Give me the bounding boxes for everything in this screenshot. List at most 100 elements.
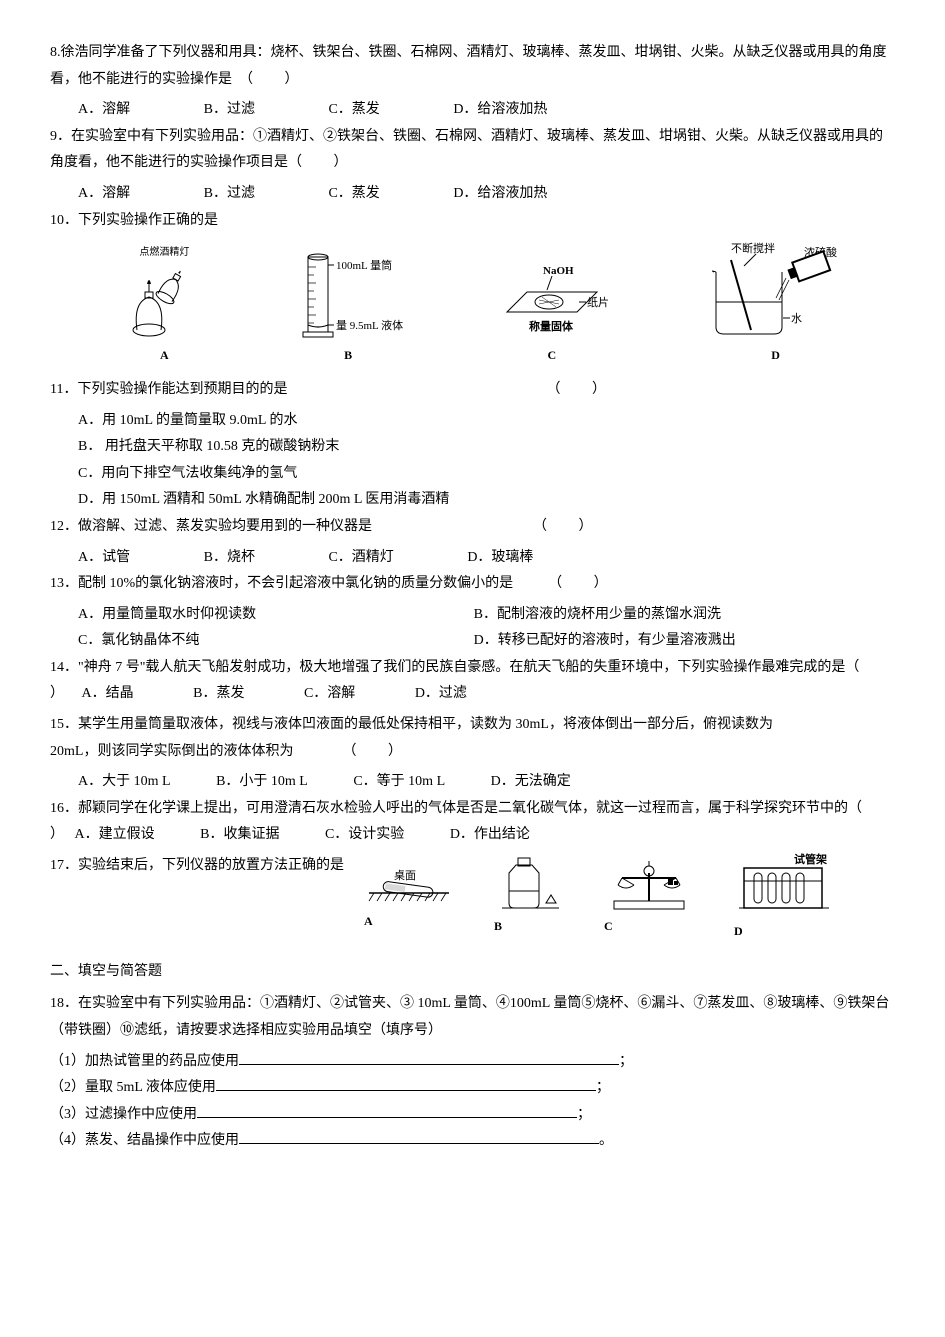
- test-tube-lying-icon: 桌面: [364, 853, 454, 908]
- q17-label-c: C: [604, 915, 694, 938]
- q18-sub3-label: （3）过滤操作中应使用: [50, 1107, 197, 1122]
- q10-fig-a: 点燃酒精灯 A: [119, 243, 209, 367]
- q17-label-d: D: [734, 920, 834, 943]
- q11-opt-b: B． 用托盘天平称取 10.58 克的碳酸钠粉末: [78, 434, 895, 461]
- q17-fig-d: 试管架 D: [734, 853, 834, 943]
- q12-opt-d: D．玻璃棒: [467, 545, 533, 572]
- q14-opt-a: A．结晶: [82, 686, 134, 701]
- q17-fig-b: B: [494, 853, 564, 943]
- q16-opt-d: D．作出结论: [450, 827, 530, 842]
- q18-sub4-label: （4）蒸发、结晶操作中应使用: [50, 1133, 239, 1148]
- question-17: 17．实验结束后，下列仪器的放置方法正确的是 桌面 A: [50, 853, 895, 943]
- svg-text:水: 水: [791, 312, 802, 325]
- q15-options: A．大于 10m L B．小于 10m L C．等于 10m L D．无法确定: [78, 769, 895, 796]
- q13-options: A．用量筒量取水时仰视读数 B．配制溶液的烧杯用少量的蒸馏水润洗 C．氯化钠晶体…: [78, 602, 895, 655]
- q11-options: A．用 10mL 的量筒量取 9.0mL 的水 B． 用托盘天平称取 10.58…: [78, 408, 895, 514]
- q18-text: 18．在实验室中有下列实验用品：①酒精灯、②试管夹、③ 10mL 量筒、④100…: [50, 996, 889, 1038]
- q17-label-b: B: [494, 915, 564, 938]
- q18-tail-3: ；: [577, 1107, 591, 1122]
- blank-4[interactable]: [239, 1143, 599, 1144]
- q10-fig-d: 不断搅拌 浓硫酸 水 D: [696, 242, 856, 367]
- q10-figures: 点燃酒精灯 A: [80, 242, 895, 367]
- question-11: 11．下列实验操作能达到预期目的的是 （ ）: [50, 377, 895, 404]
- q12-text: 12．做溶解、过滤、蒸发实验均要用到的一种仪器是 （ ）: [50, 519, 593, 534]
- q15-opt-d: D．无法确定: [491, 769, 571, 796]
- q10-fig-b: 100mL 量筒 量 9.5mL 液体 B: [288, 247, 408, 367]
- q17-fig-c: C: [604, 853, 694, 943]
- q15-opt-c: C．等于 10m L: [353, 769, 445, 796]
- q10-label-b: B: [288, 344, 408, 367]
- q10-label-a: A: [119, 344, 209, 367]
- svg-text:NaOH: NaOH: [543, 265, 574, 277]
- q8-opt-c: C．蒸发: [328, 97, 379, 124]
- svg-text:桌面: 桌面: [394, 869, 416, 882]
- q16-opt-a: A．建立假设: [75, 827, 155, 842]
- svg-text:试管架: 试管架: [794, 853, 827, 866]
- q10-label-d: D: [696, 344, 856, 367]
- question-14: 14．"神舟 7 号"载人航天飞船发射成功，极大地增强了我们的民族自豪感。在航天…: [50, 655, 895, 708]
- q13-opt-c: C．氯化钠晶体不纯: [78, 628, 470, 655]
- q18-sub2: （2）量取 5mL 液体应使用 ；: [50, 1075, 895, 1102]
- cylinder-icon: 100mL 量筒 量 9.5mL 液体: [288, 247, 408, 342]
- question-18: 18．在实验室中有下列实验用品：①酒精灯、②试管夹、③ 10mL 量筒、④100…: [50, 991, 895, 1044]
- beaker-dilution-icon: 不断搅拌 浓硫酸 水: [696, 242, 856, 342]
- q13-text: 13．配制 10%的氯化钠溶液时，不会引起溶液中氯化钠的质量分数偏小的是 （ ）: [50, 576, 608, 591]
- q14-text: 14．"神舟 7 号"载人航天飞船发射成功，极大地增强了我们的民族自豪感。在航天…: [50, 660, 891, 702]
- svg-text:纸片: 纸片: [587, 296, 609, 309]
- balance-icon: [604, 853, 694, 913]
- q12-opt-a: A．试管: [78, 545, 130, 572]
- q10-label-c: C: [487, 344, 617, 367]
- q18-sub1-label: （1）加热试管里的药品应使用: [50, 1054, 239, 1069]
- q8-options: A．溶解 B．过滤 C．蒸发 D．给溶液加热: [78, 97, 895, 124]
- q14-opt-c: C．溶解: [304, 686, 355, 701]
- q9-opt-c: C．蒸发: [328, 181, 379, 208]
- q13-opt-a: A．用量筒量取水时仰视读数: [78, 602, 470, 629]
- svg-text:称量固体: 称量固体: [529, 319, 574, 333]
- q12-opt-c: C．酒精灯: [328, 545, 393, 572]
- question-13: 13．配制 10%的氯化钠溶液时，不会引起溶液中氯化钠的质量分数偏小的是 （ ）: [50, 571, 895, 598]
- q9-opt-a: A．溶解: [78, 181, 130, 208]
- q11-opt-c: C．用向下排空气法收集纯净的氢气: [78, 461, 895, 488]
- q18-sub1: （1）加热试管里的药品应使用 ；: [50, 1049, 895, 1076]
- q18-tail-4: 。: [599, 1133, 613, 1148]
- q13-opt-d: D．转移已配好的溶液时，有少量溶液溅出: [474, 633, 736, 648]
- blank-1[interactable]: [239, 1050, 619, 1065]
- question-9: 9．在实验室中有下列实验用品：①酒精灯、②铁架台、铁圈、石棉网、酒精灯、玻璃棒、…: [50, 124, 895, 177]
- question-12: 12．做溶解、过滤、蒸发实验均要用到的一种仪器是 （ ）: [50, 514, 895, 541]
- q9-opt-b: B．过滤: [204, 181, 255, 208]
- q13-opt-b: B．配制溶液的烧杯用少量的蒸馏水润洗: [474, 607, 721, 622]
- q9-text: 9．在实验室中有下列实验用品：①酒精灯、②铁架台、铁圈、石棉网、酒精灯、玻璃棒、…: [50, 129, 883, 171]
- q10-text: 10．下列实验操作正确的是: [50, 213, 218, 228]
- q18-sub2-label: （2）量取 5mL 液体应使用: [50, 1080, 216, 1095]
- blank-3[interactable]: [197, 1103, 577, 1118]
- q15-opt-b: B．小于 10m L: [216, 769, 308, 796]
- q10-figB-level-label: 量 9.5mL 液体: [336, 318, 403, 332]
- section-2-header: 二、填空与简答题: [50, 959, 895, 986]
- q12-opt-b: B．烧杯: [204, 545, 255, 572]
- alcohol-lamp-icon: [119, 262, 209, 342]
- q11-opt-a: A．用 10mL 的量筒量取 9.0mL 的水: [78, 408, 895, 435]
- q8-opt-a: A．溶解: [78, 97, 130, 124]
- q8-opt-b: B．过滤: [204, 97, 255, 124]
- question-8: 8.徐浩同学准备了下列仪器和用具：烧杯、铁架台、铁圈、石棉网、酒精灯、玻璃棒、蒸…: [50, 40, 895, 93]
- q10-figA-title: 点燃酒精灯: [119, 243, 209, 262]
- q15-text1: 15．某学生用量筒量取液体，视线与液体凹液面的最低处保持相平，读数为 30mL，…: [50, 712, 895, 739]
- q18-tail-2: ；: [596, 1080, 610, 1095]
- question-16: 16．郝颖同学在化学课上提出，可用澄清石灰水检验人呼出的气体是否是二氧化碳气体，…: [50, 796, 895, 849]
- q15-opt-a: A．大于 10m L: [78, 769, 171, 796]
- q8-text: 8.徐浩同学准备了下列仪器和用具：烧杯、铁架台、铁圈、石棉网、酒精灯、玻璃棒、蒸…: [50, 45, 887, 87]
- q17-figures: 桌面 A B: [364, 853, 834, 943]
- q14-opt-b: B．蒸发: [193, 686, 244, 701]
- q14-opt-d: D．过滤: [415, 686, 467, 701]
- q11-opt-d: D．用 150mL 酒精和 50mL 水精确配制 200m L 医用消毒酒精: [78, 487, 895, 514]
- q18-tail-1: ；: [619, 1054, 633, 1069]
- test-tube-rack-icon: 试管架: [734, 853, 834, 918]
- q9-options: A．溶解 B．过滤 C．蒸发 D．给溶液加热: [78, 181, 895, 208]
- question-15: 15．某学生用量筒量取液体，视线与液体凹液面的最低处保持相平，读数为 30mL，…: [50, 712, 895, 765]
- reagent-bottle-icon: [494, 853, 564, 913]
- q8-opt-d: D．给溶液加热: [453, 97, 547, 124]
- question-10: 10．下列实验操作正确的是: [50, 208, 895, 235]
- q17-label-a: A: [364, 910, 454, 933]
- blank-2[interactable]: [216, 1076, 596, 1091]
- q17-fig-a: 桌面 A: [364, 853, 454, 943]
